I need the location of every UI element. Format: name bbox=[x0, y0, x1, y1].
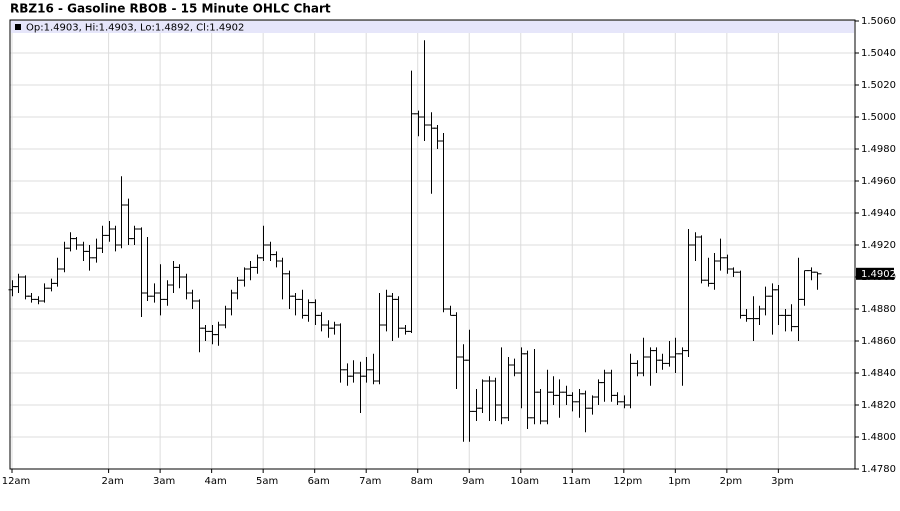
y-tick-label: 1.5020 bbox=[861, 80, 896, 91]
x-tick-label: 12am bbox=[2, 476, 31, 487]
x-tick-label: 1pm bbox=[668, 476, 690, 487]
x-tick-label: 10am bbox=[510, 476, 539, 487]
x-tick-label: 8am bbox=[411, 476, 433, 487]
y-tick-label: 1.4880 bbox=[861, 304, 896, 315]
plot-frame bbox=[9, 19, 856, 470]
last-value-box bbox=[856, 267, 894, 280]
legend-band bbox=[11, 21, 854, 33]
chart-title: RBZ16 - Gasoline RBOB - 15 Minute OHLC C… bbox=[10, 2, 331, 16]
y-tick-label: 1.4920 bbox=[861, 240, 896, 251]
x-tick-label: 2am bbox=[101, 476, 123, 487]
x-tick-label: 3pm bbox=[771, 476, 793, 487]
x-tick-label: 9am bbox=[462, 476, 484, 487]
x-tick-label: 3am bbox=[153, 476, 175, 487]
x-tick-label: 7am bbox=[359, 476, 381, 487]
x-tick-label: 6am bbox=[308, 476, 330, 487]
y-tick-label: 1.4840 bbox=[861, 368, 896, 379]
y-tick-label: 1.4780 bbox=[861, 464, 896, 475]
x-tick-label: 12pm bbox=[613, 476, 642, 487]
y-tick-label: 1.4960 bbox=[861, 176, 896, 187]
y-tick-label: 1.4980 bbox=[861, 144, 896, 155]
last-value-label: 1.4902 bbox=[861, 269, 896, 280]
x-tick-label: 4am bbox=[205, 476, 227, 487]
legend-swatch bbox=[15, 24, 21, 30]
y-tick-label: 1.5000 bbox=[861, 112, 896, 123]
x-tick-label: 5am bbox=[256, 476, 278, 487]
x-tick-label: 11am bbox=[562, 476, 591, 487]
y-tick-label: 1.5040 bbox=[861, 48, 896, 59]
x-tick-label: 2pm bbox=[720, 476, 742, 487]
y-tick-label: 1.5060 bbox=[861, 16, 896, 27]
y-tick-label: 1.4800 bbox=[861, 432, 896, 443]
y-tick-label: 1.4860 bbox=[861, 336, 896, 347]
legend-text: Op:1.4903, Hi:1.4903, Lo:1.4892, Cl:1.49… bbox=[26, 23, 244, 34]
y-tick-label: 1.4820 bbox=[861, 400, 896, 411]
y-tick-label: 1.4940 bbox=[861, 208, 896, 219]
